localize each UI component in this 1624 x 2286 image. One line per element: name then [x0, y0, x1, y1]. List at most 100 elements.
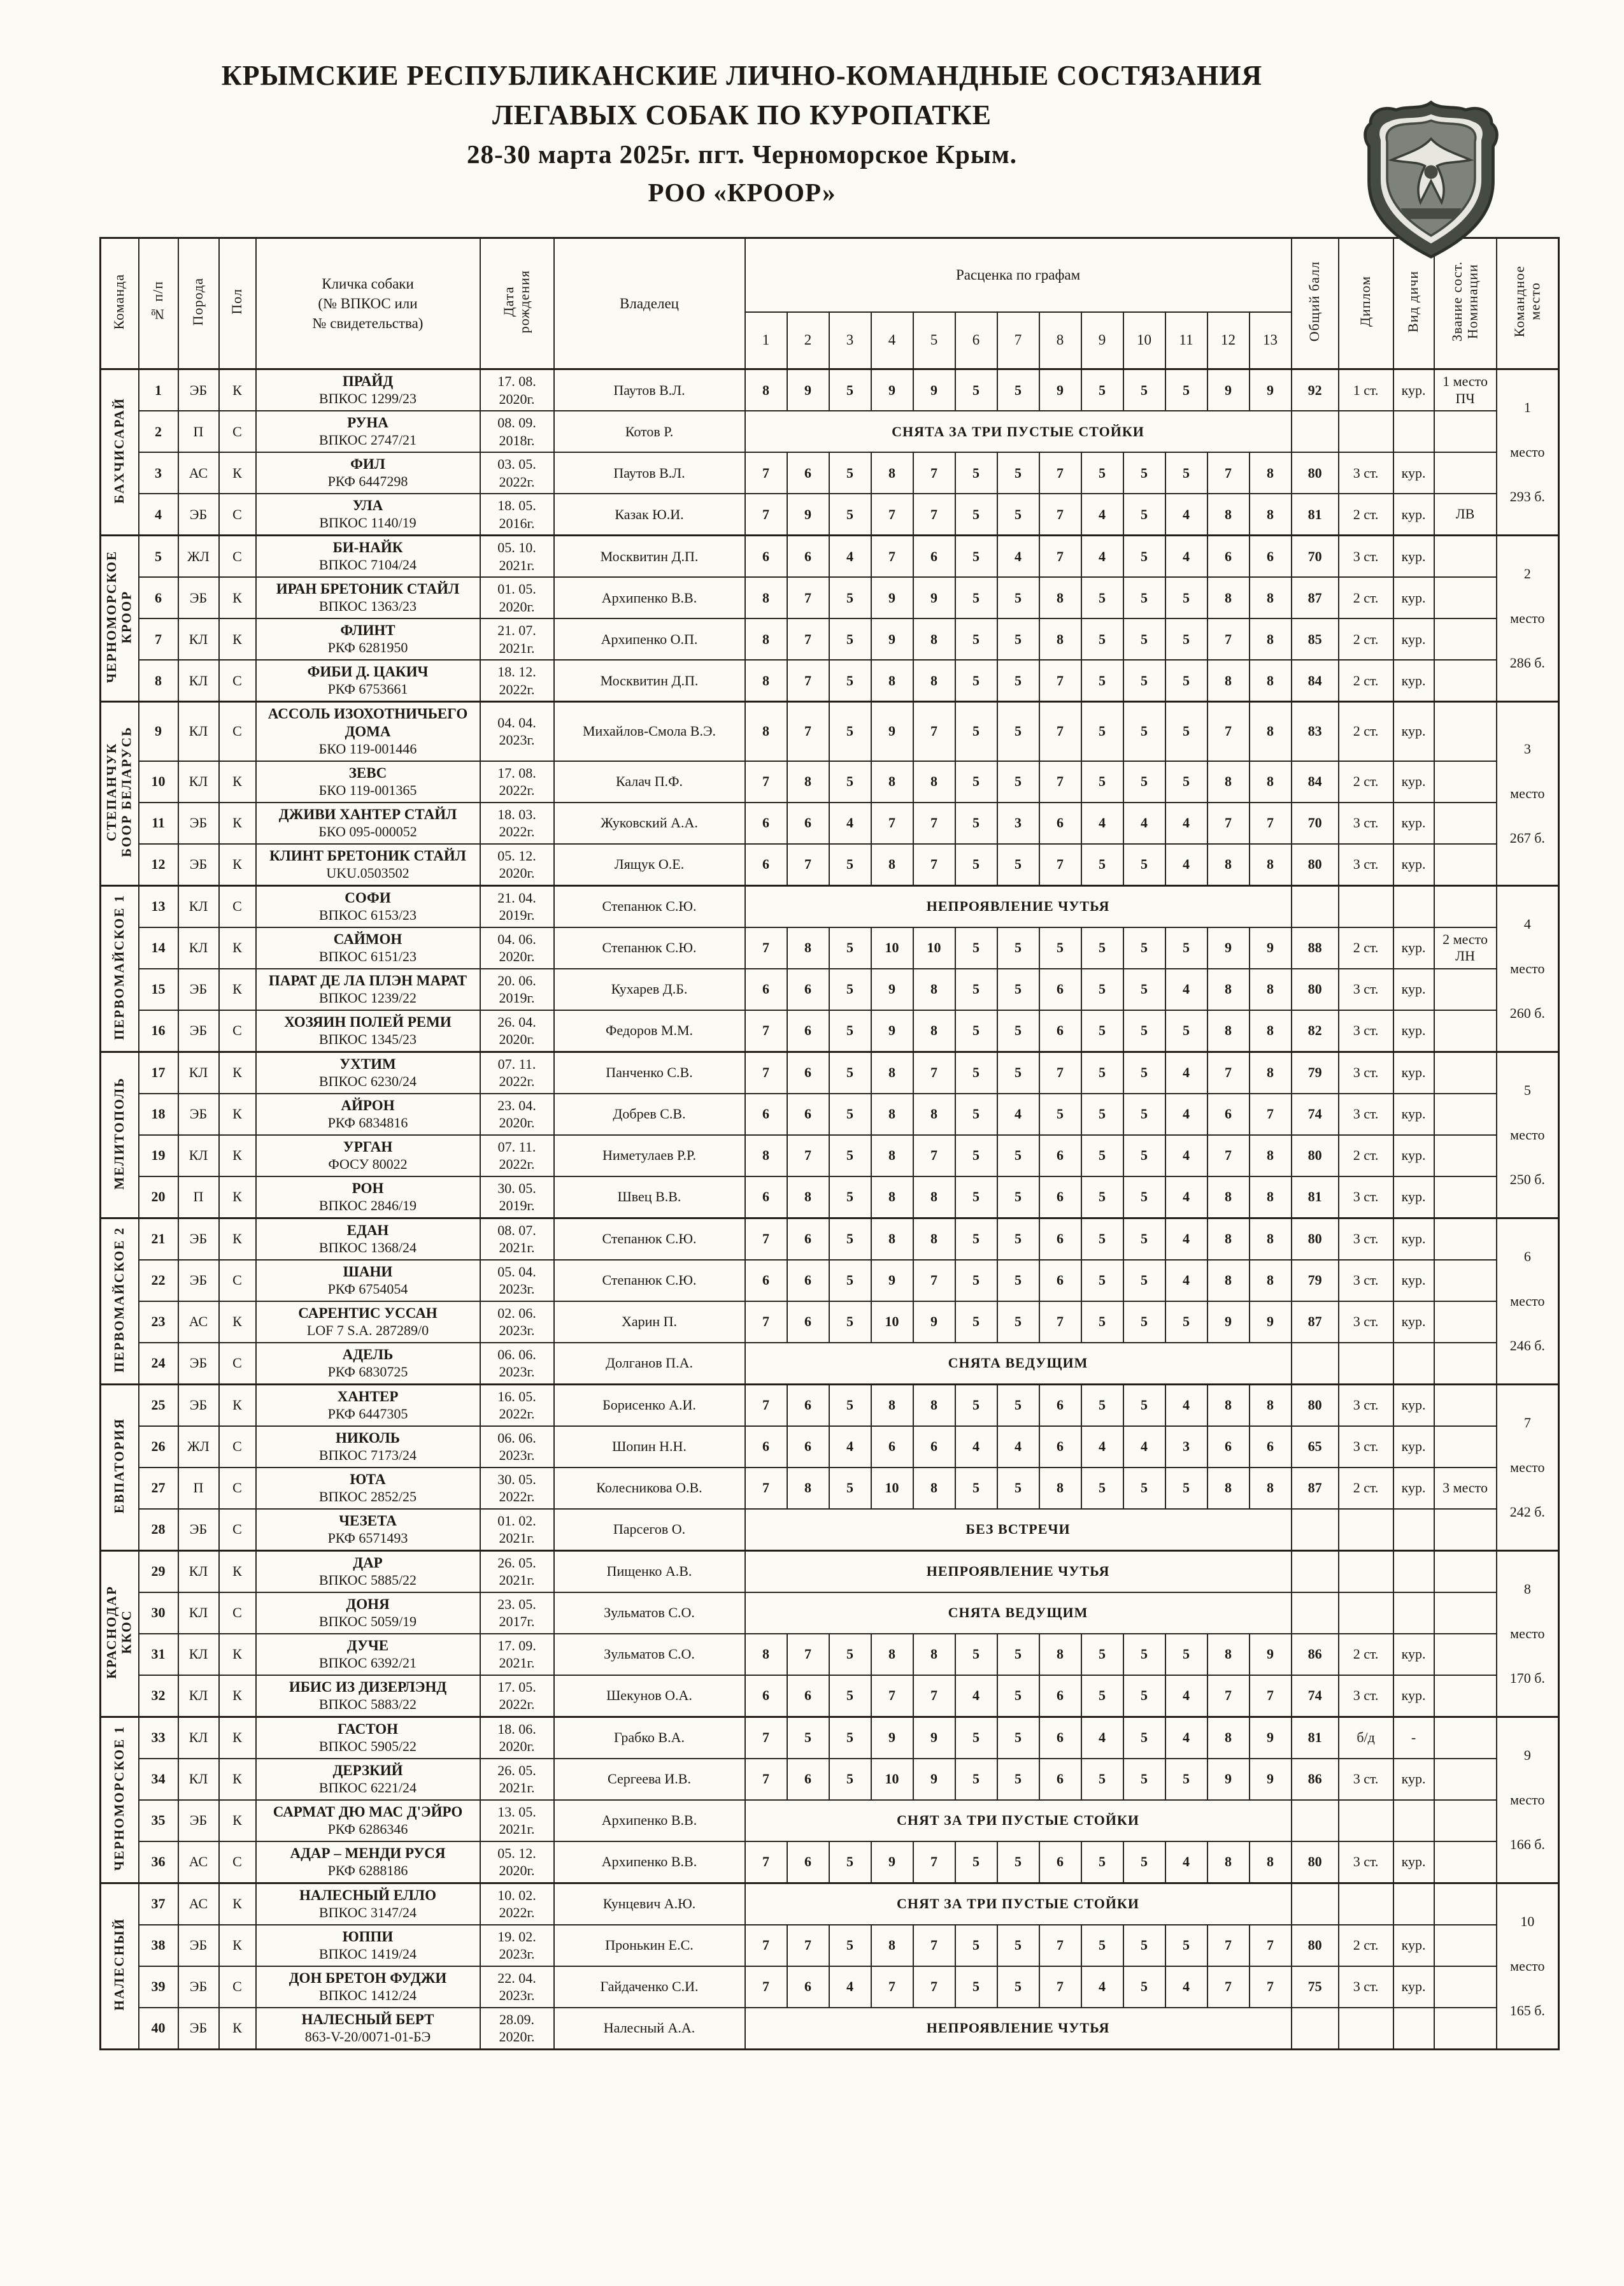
sex-cell: К — [218, 368, 257, 411]
status-note-cell: НЕПРОЯВЛЕНИЕ ЧУТЬЯ — [744, 884, 1292, 928]
diploma-cell: 2 ст. — [1337, 493, 1394, 536]
game-type-cell: кур. — [1392, 843, 1435, 887]
score-cell-12: 8 — [1206, 493, 1250, 536]
dog-name-cell: ДОН БРЕТОН ФУДЖИ ВПКОС 1412/24 — [255, 1965, 481, 2008]
score-cell-8: 6 — [1038, 1674, 1082, 1718]
owner-cell: Сергеева И.В. — [553, 1757, 746, 1801]
birth-date-cell: 19. 02. 2023г. — [479, 1924, 555, 1967]
diploma-cell: 3 ст. — [1337, 1300, 1394, 1343]
score-cell-11: 4 — [1164, 1134, 1208, 1177]
dog-name: ПАРАТ ДЕ ЛА ПЛЭН МАРАТ — [268, 972, 467, 989]
sex-cell: С — [218, 493, 257, 536]
score-cell-1: 7 — [744, 1050, 788, 1094]
team-place-line: место — [1510, 785, 1545, 801]
score-cell-7: 5 — [996, 1632, 1040, 1676]
diploma-cell: 2 ст. — [1337, 576, 1394, 619]
dog-registration-number: ВПКОС 7173/24 — [318, 1447, 417, 1464]
team-place-line: 170 б. — [1509, 1669, 1545, 1686]
header-total-score: Общий балл — [1290, 237, 1339, 370]
diploma-cell: 2 ст. — [1337, 659, 1394, 703]
owner-cell: Кунцевич А.Ю. — [553, 1882, 746, 1925]
sex-cell: К — [218, 576, 257, 619]
sex-cell: К — [218, 843, 257, 887]
diploma-cell — [1337, 1549, 1394, 1593]
nomination-cell — [1433, 1591, 1497, 1634]
birth-date-cell: 17. 09. 2021г. — [479, 1632, 555, 1676]
dog-name: ЕДАН — [346, 1222, 389, 1238]
nomination-cell — [1433, 1882, 1497, 1925]
score-cell-4: 8 — [870, 452, 914, 494]
score-cell-5: 7 — [912, 1134, 956, 1177]
sex-cell: К — [218, 2006, 257, 2050]
score-cell-7: 5 — [996, 1715, 1040, 1759]
row-number-cell: 12 — [138, 843, 179, 887]
score-cell-8: 6 — [1038, 1259, 1082, 1302]
score-cell-2: 7 — [786, 1134, 830, 1177]
score-cell-8: 6 — [1038, 1383, 1082, 1427]
dog-name-cell: УХТИМ ВПКОС 6230/24 — [255, 1050, 481, 1094]
total-score-cell — [1290, 1341, 1339, 1385]
table-row: 31 КЛ К ДУЧЕ ВПКОС 6392/21 17. 09. 2021г. Зуль… — [101, 1632, 1559, 1676]
score-cell-12: 8 — [1206, 968, 1250, 1011]
score-cell-12: 8 — [1206, 1259, 1250, 1302]
score-cell-9: 5 — [1080, 760, 1124, 803]
score-cell-3: 5 — [828, 1924, 872, 1967]
team-place-cell: 9 место 166 б. — [1495, 1715, 1560, 1884]
row-number-cell: 15 — [138, 968, 179, 1011]
birth-date-cell: 18. 06. 2020г. — [479, 1715, 555, 1759]
birth-date-cell: 23. 05. 2017г. — [479, 1591, 555, 1634]
owner-cell: Москвитин Д.П. — [553, 659, 746, 703]
score-cell-10: 4 — [1122, 1425, 1166, 1468]
dog-registration-number: ВПКОС 7104/24 — [318, 557, 417, 573]
diploma-cell — [1337, 1508, 1394, 1552]
score-cell-4: 9 — [870, 700, 914, 762]
score-cell-7: 5 — [996, 1924, 1040, 1967]
team-place-line: 260 б. — [1509, 1004, 1545, 1021]
dog-name: ДОН БРЕТОН ФУДЖИ — [288, 1969, 447, 1986]
score-cell-6: 5 — [954, 926, 998, 969]
nomination-cell — [1433, 1674, 1497, 1718]
score-cell-12: 7 — [1206, 618, 1250, 661]
dog-registration-number: РКФ 6447305 — [327, 1406, 408, 1422]
score-cell-9: 5 — [1080, 1259, 1124, 1302]
score-cell-13: 8 — [1248, 1134, 1292, 1177]
score-cell-5: 7 — [912, 1674, 956, 1718]
score-cell-1: 6 — [744, 1175, 788, 1219]
team-place-line: 8 — [1523, 1580, 1531, 1597]
diploma-cell: 3 ст. — [1337, 1757, 1394, 1801]
score-cell-11: 5 — [1164, 1466, 1208, 1510]
score-cell-8: 6 — [1038, 1009, 1082, 1053]
row-number-cell: 21 — [138, 1217, 179, 1261]
score-cell-9: 5 — [1080, 1632, 1124, 1676]
dog-registration-number: ВПКОС 1299/23 — [318, 390, 417, 407]
birth-date-cell: 18. 12. 2022г. — [479, 659, 555, 703]
row-number-cell: 34 — [138, 1757, 179, 1801]
birth-date-cell: 01. 05. 2020г. — [479, 576, 555, 619]
owner-cell: Кухарев Д.Б. — [553, 968, 746, 1011]
header-diploma: Диплом — [1337, 237, 1394, 370]
dog-name-cell: АССОЛЬ ИЗОХОТНИЧЬЕГО ДОМА БКО 119-001446 — [255, 700, 481, 762]
score-cell-11: 5 — [1164, 1924, 1208, 1967]
table-row: ПЕРВОМАЙСКОЕ 1 13 КЛ С СОФИ ВПКОС 6153/23 21. … — [99, 884, 1560, 1053]
nomination-cell: 1 место ПЧ — [1433, 368, 1497, 411]
score-cell-5: 8 — [912, 659, 956, 703]
score-cell-1: 6 — [744, 1259, 788, 1302]
birth-date-cell: 07. 11. 2022г. — [479, 1050, 555, 1094]
score-cell-8: 7 — [1038, 1965, 1082, 2008]
table-row: СТЕПАНЧУК БООР БЕЛАРУСЬ 9 КЛ С АССОЛЬ ИЗОХОТ… — [99, 700, 1560, 887]
dog-name: ФИБИ Д. ЦАКИЧ — [307, 664, 429, 680]
dog-registration-number: ВПКОС 6153/23 — [318, 907, 417, 924]
sex-cell: К — [218, 1092, 257, 1136]
dog-name-cell: ПРАЙД ВПКОС 1299/23 — [255, 368, 481, 411]
score-cell-13: 8 — [1248, 576, 1292, 619]
header-scores-group: Расценка по графам — [744, 237, 1292, 313]
owner-cell: Жуковский А.А. — [553, 801, 746, 845]
score-cell-10: 5 — [1122, 1674, 1166, 1718]
score-cell-11: 4 — [1164, 1840, 1208, 1884]
score-cell-12: 8 — [1206, 760, 1250, 803]
score-cell-7: 5 — [996, 1674, 1040, 1718]
total-score-cell: 80 — [1290, 1383, 1339, 1427]
sex-cell: К — [218, 1757, 257, 1801]
score-cell-13: 6 — [1248, 534, 1292, 578]
birth-date-cell: 16. 05. 2022г. — [479, 1383, 555, 1427]
